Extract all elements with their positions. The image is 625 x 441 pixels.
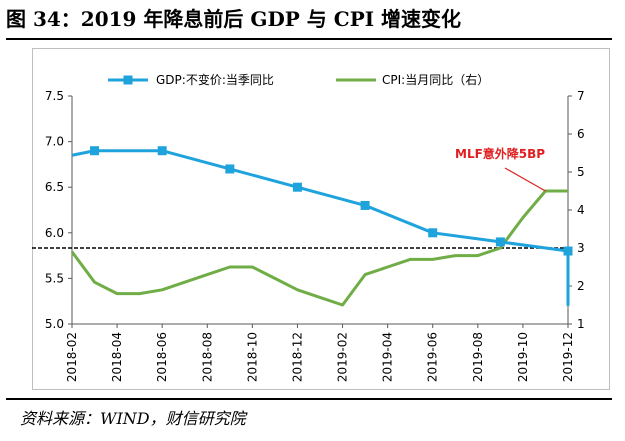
right-tick-label: 5 — [577, 165, 585, 179]
x-tick-label: 2018-02 — [65, 332, 79, 382]
gdp-marker — [157, 146, 167, 156]
left-tick-label: 6.0 — [45, 226, 64, 240]
gdp-marker — [495, 237, 505, 247]
chart-annotation: MLF意外降5BP — [455, 146, 546, 192]
legend-gdp-swatch-marker — [123, 75, 133, 85]
legend-gdp-label: GDP:不变价:当季同比 — [156, 72, 274, 87]
left-tick-label: 7.5 — [45, 89, 64, 103]
gdp-marker — [90, 146, 100, 156]
source-note: 资料来源：WIND，财信研究院 — [20, 409, 246, 428]
x-tick-label: 2019-04 — [381, 332, 395, 382]
legend-cpi-label: CPI:当月同比（右） — [382, 72, 489, 87]
right-tick-label: 4 — [577, 203, 585, 217]
chart-frame — [32, 48, 610, 390]
gdp-marker — [360, 200, 370, 210]
chart-legend: GDP:不变价:当季同比 CPI:当月同比（右） — [108, 72, 489, 87]
x-tick-label: 2019-08 — [471, 332, 485, 382]
x-tick-label: 2019-12 — [561, 332, 575, 382]
cpi-series — [70, 189, 568, 307]
x-tick-label: 2018-04 — [110, 332, 124, 382]
x-tick-label: 2018-06 — [155, 332, 169, 382]
gdp-marker — [225, 164, 235, 174]
gdp-line — [71, 149, 570, 306]
left-tick-label: 6.5 — [45, 180, 64, 194]
cpi-line — [70, 189, 568, 307]
x-tick-label: 2018-08 — [200, 332, 214, 382]
gdp-marker — [563, 246, 573, 256]
right-tick-label: 6 — [577, 127, 585, 141]
chart-axes: 5.0 5.5 6.0 6.5 7.0 7.5 1 2 3 4 5 6 7 2018-02 2018-04 2… — [45, 89, 585, 382]
x-tick-label: 2019-06 — [426, 332, 440, 382]
annotation-label: MLF意外降5BP — [455, 146, 545, 161]
right-tick-label: 7 — [577, 89, 585, 103]
right-tick-label: 1 — [577, 317, 585, 331]
x-tick-label: 2018-12 — [290, 332, 304, 382]
x-tick-label: 2018-10 — [245, 332, 259, 382]
right-tick-label: 2 — [577, 279, 585, 293]
figure-title: 图 34：2019 年降息前后 GDP 与 CPI 增速变化 — [6, 7, 462, 31]
gdp-marker — [292, 182, 302, 192]
left-tick-label: 7.0 — [45, 135, 64, 149]
annotation-leader-line — [504, 167, 546, 192]
right-tick-label: 3 — [577, 241, 585, 255]
x-tick-label: 2019-02 — [336, 332, 350, 382]
title-rule — [6, 38, 612, 40]
gdp-series — [71, 146, 573, 306]
gdp-marker — [428, 228, 438, 238]
left-tick-label: 5.0 — [45, 317, 64, 331]
left-tick-label: 5.5 — [45, 271, 64, 285]
source-rule — [6, 398, 612, 400]
x-tick-label: 2019-10 — [516, 332, 530, 382]
